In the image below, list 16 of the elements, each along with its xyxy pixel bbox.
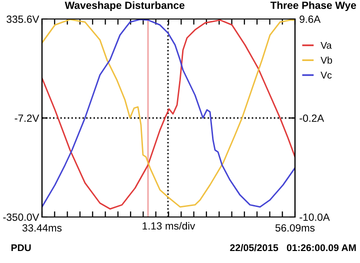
y2-tick-label: -10.0A (300, 214, 330, 221)
y-tick-label: -350.0V (3, 214, 40, 221)
y-tick-label: -7.2V (14, 114, 40, 122)
x-tick-label: 33.44ms (22, 224, 62, 232)
chart-title: Waveshape Disturbance (64, 1, 184, 12)
legend-label: Vc (320, 72, 332, 79)
y-tick-label: 335.6V (6, 16, 40, 23)
text: PDU (11, 244, 31, 252)
text: 22/05/2015 01:26:00.09 AM (230, 244, 356, 252)
y2-tick-label: -0.2A (300, 114, 324, 122)
x-tick-label: 56.09ms (275, 224, 315, 232)
chart-subtitle: Three Phase Wye (270, 1, 356, 12)
x-axis-title: 1.13 ms/div (142, 222, 196, 230)
y2-tick-label: 9.6A (300, 16, 321, 23)
legend-label: Va (320, 42, 332, 49)
legend-label: Vb (320, 56, 332, 64)
